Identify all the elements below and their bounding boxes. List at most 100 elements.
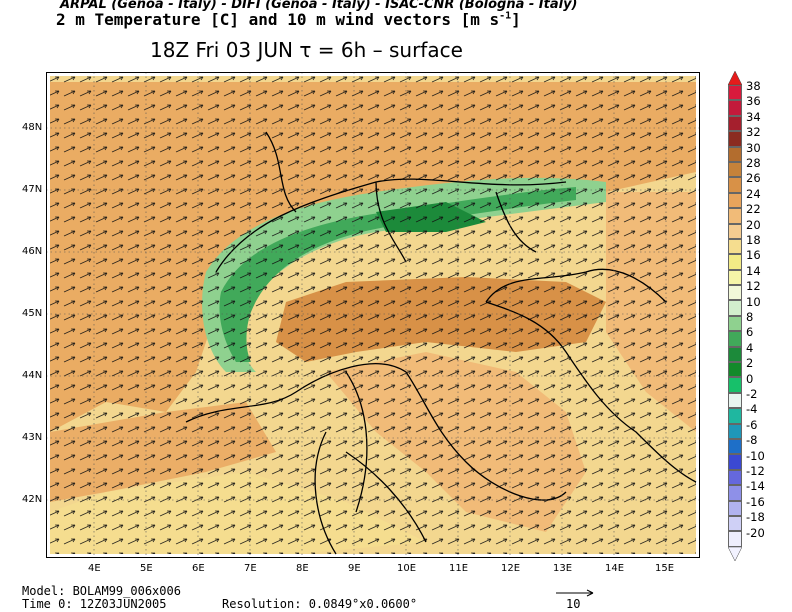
lat-label-45n: 45N [22,308,43,319]
colorbar-cell [728,331,742,347]
colorbar-cell [728,392,742,409]
colorbar-label: 32 [746,125,761,140]
colorbar-label: -16 [746,494,765,509]
variable-line: 2 m Temperature [C] and 10 m wind vector… [56,10,521,29]
colorbar-label: -2 [746,387,758,401]
colorbar-label: 14 [746,263,761,278]
credits-line: ARPAL (Genoa - Italy) - DIFI (Genoa - It… [60,0,578,12]
lon-label-9e: 9E [348,563,361,574]
lat-label-46n: 46N [22,246,43,257]
colorbar-cell [728,315,742,332]
temperature-map [46,72,700,558]
lon-label-15e: 15E [655,563,675,574]
lon-label-12e: 12E [501,563,521,574]
reference-vector-label: 10 [566,597,581,611]
colorbar-cell [728,515,742,532]
colorbar-cell [728,146,742,162]
colorbar-label: 30 [746,140,761,155]
lon-label-14e: 14E [605,563,625,574]
colorbar-label: -8 [746,433,758,448]
colorbar-label: 24 [746,186,761,201]
lon-label-5e: 5E [140,563,153,574]
lon-label-8e: 8E [296,563,309,574]
colorbar-label: 8 [746,310,754,324]
colorbar-label: -18 [746,510,765,525]
colorbar-label: -12 [746,464,765,478]
resolution-text: Resolution: 0.0849°x0.0600° [222,597,418,611]
colorbar-cell [728,131,742,147]
colorbar-cell [728,438,742,455]
lon-label-6e: 6E [192,563,205,574]
map-title: 18Z Fri 03 JUN τ = 6h – surface [150,38,463,62]
corsica-sardinia [314,371,368,555]
wind-vectors [50,76,696,554]
colorbar-cell [728,192,742,209]
colorbar-cell [728,100,742,116]
colorbar-cell [728,531,742,547]
colorbar [728,85,742,547]
colorbar-label: 18 [746,233,761,247]
colorbar-cell [728,377,742,393]
model-text: Model: BOLAM99_006x006 [22,584,181,598]
colorbar-cell [728,362,742,378]
lat-label-47n: 47N [22,184,43,195]
colorbar-label: 10 [746,294,761,309]
adriatic-coast [485,268,697,483]
colorbar-cell [728,469,742,486]
border-lines [215,131,567,273]
colorbar-label: 38 [746,79,761,93]
lat-label-42n: 42N [22,494,43,505]
lat-label-44n: 44N [22,370,43,381]
variable-text: 2 m Temperature [C] and 10 m wind vector… [56,10,500,29]
colorbar-label: 16 [746,248,761,263]
colorbar-label: 22 [746,202,761,217]
colorbar-label: 28 [746,156,761,170]
map-border [46,72,700,558]
colorbar-cell [728,115,742,132]
colorbar-label: 4 [746,340,754,355]
colorbar-label: -20 [746,525,765,540]
colorbar-label: 26 [746,171,761,186]
colorbar-label: -14 [746,479,765,494]
lat-lon-grid [46,72,700,558]
variable-unit-sup: -1 [499,10,512,22]
colorbar-cell [728,208,742,224]
colorbar-label: 34 [746,109,761,124]
colorbar-cell [728,223,742,239]
colorbar-cell [728,346,742,363]
colorbar-cell [728,454,742,470]
lon-label-13e: 13E [553,563,573,574]
lat-label-43n: 43N [22,432,43,443]
colorbar-label: -4 [746,402,758,417]
colorbar-cell [728,238,742,255]
colorbar-label: -10 [746,448,765,463]
colorbar-cell [728,177,742,193]
colorbar-cell [728,500,742,516]
colorbar-label: 36 [746,94,761,109]
colorbar-label: 12 [746,279,761,294]
colorbar-bottom-arrow [728,547,742,562]
colorbar-label: 20 [746,217,761,232]
colorbar-label: 6 [746,325,754,340]
colorbar-cell [728,285,742,301]
reference-vector-arrow [556,589,594,597]
coastline [185,363,567,543]
lon-label-7e: 7E [244,563,257,574]
colorbar-label: -6 [746,417,758,432]
colorbar-cell [728,423,742,439]
colorbar-label: 2 [746,356,754,371]
colorbar-cell [728,408,742,424]
lon-label-4e: 4E [88,563,101,574]
variable-end: ] [511,10,521,29]
colorbar-cell [728,85,742,101]
time-text: Time 0: 12Z03JUN2005 [22,597,167,611]
colorbar-top-arrow [728,70,742,86]
colorbar-cell [728,300,742,316]
colorbar-cell [728,269,742,286]
lon-label-11e: 11E [449,563,469,574]
lat-label-48n: 48N [22,122,43,133]
colorbar-cell [728,485,742,501]
lon-label-10e: 10E [397,563,417,574]
colorbar-label: 0 [746,371,754,386]
colorbar-cell [728,254,742,270]
